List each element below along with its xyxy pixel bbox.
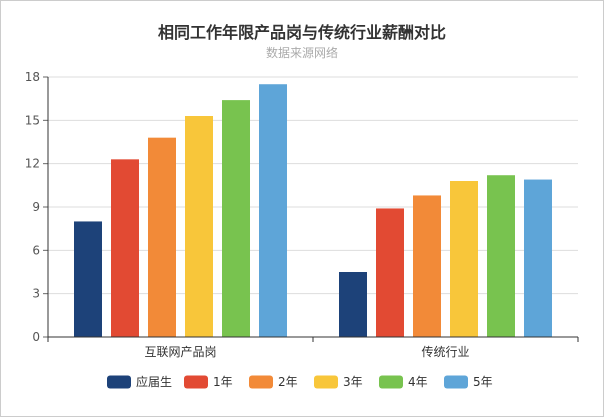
bar xyxy=(413,195,441,337)
bar xyxy=(339,272,367,337)
legend-item[interactable]: 应届生 xyxy=(107,374,172,389)
legend-swatch xyxy=(314,375,338,389)
legend-label: 2年 xyxy=(278,375,298,389)
legend-label: 5年 xyxy=(473,375,493,389)
legend-label: 1年 xyxy=(213,375,233,389)
bar xyxy=(450,181,478,337)
bar xyxy=(148,137,176,337)
bar xyxy=(524,179,552,337)
legend-swatch xyxy=(184,375,208,389)
legend-label: 应届生 xyxy=(136,374,172,389)
y-tick-label: 6 xyxy=(32,243,40,257)
bar xyxy=(74,221,102,337)
legend-swatch xyxy=(107,375,131,389)
axes: 0 3 6 9 12 15 18 互联网产品岗 传统行业 xyxy=(25,70,579,359)
bar xyxy=(222,100,250,337)
y-tick-label: 3 xyxy=(32,287,40,301)
legend: 应届生 1年 2年 3年 4年 5年 xyxy=(107,374,493,389)
legend-label: 3年 xyxy=(343,375,363,389)
bar xyxy=(259,84,287,337)
bar xyxy=(376,208,404,337)
y-tick-label: 0 xyxy=(32,330,40,344)
legend-item[interactable]: 1年 xyxy=(184,375,233,389)
bars xyxy=(74,84,552,337)
legend-item[interactable]: 4年 xyxy=(379,375,428,389)
x-category-label: 传统行业 xyxy=(421,344,469,359)
chart-subtitle: 数据来源网络 xyxy=(266,45,338,60)
bar xyxy=(111,159,139,337)
legend-item[interactable]: 3年 xyxy=(314,375,363,389)
legend-label: 4年 xyxy=(408,375,428,389)
legend-swatch xyxy=(379,375,403,389)
chart-title: 相同工作年限产品岗与传统行业薪酬对比 xyxy=(158,23,446,42)
legend-item[interactable]: 2年 xyxy=(249,375,298,389)
y-tick-label: 18 xyxy=(25,70,40,84)
bar xyxy=(487,175,515,337)
bar xyxy=(185,116,213,337)
y-tick-label: 15 xyxy=(25,113,40,127)
y-tick-label: 12 xyxy=(25,157,40,171)
y-tick-label: 9 xyxy=(32,200,40,214)
legend-swatch xyxy=(249,375,273,389)
x-category-label: 互联网产品岗 xyxy=(144,345,216,359)
legend-item[interactable]: 5年 xyxy=(444,375,493,389)
legend-swatch xyxy=(444,375,468,389)
